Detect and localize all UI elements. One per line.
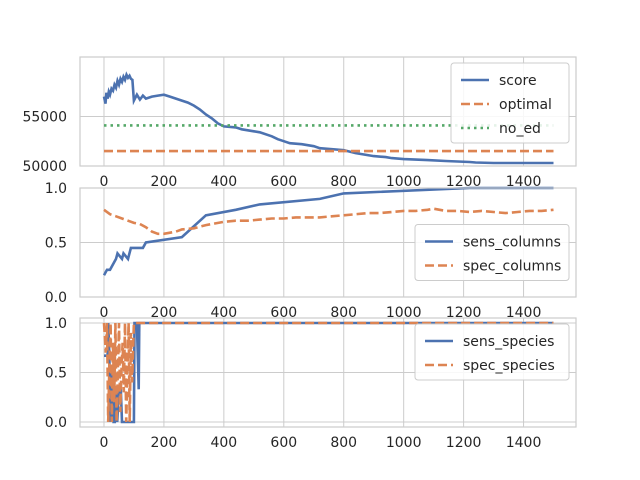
x-tick-label: 1000 (386, 174, 422, 190)
series-line-spec_columns (103, 207, 554, 236)
legend-box (414, 224, 570, 281)
x-tick-label: 800 (330, 174, 357, 190)
subplot-3: 0 200 400 600 800 1000 1200 1400 0.0 0.5 1.0 sens_s… (45, 316, 577, 451)
axes-frame (79, 317, 577, 428)
x-tick-label: 1400 (506, 435, 542, 451)
axes-frame (79, 56, 577, 167)
x-tick-label: 600 (270, 174, 297, 190)
x-tick-label: 400 (210, 305, 237, 321)
legend-label-score: score (499, 73, 537, 89)
x-tick-label: 1000 (386, 305, 422, 321)
x-tick-label: 0 (100, 435, 109, 451)
y-tick-label: 0.0 (45, 415, 67, 431)
legend-label-no_ed: no_ed (499, 121, 541, 137)
x-tick-label: 1200 (446, 174, 482, 190)
x-tick-label: 800 (330, 305, 357, 321)
x-tick-label: 200 (151, 174, 178, 190)
subplot-1: 0 200 400 600 800 1000 1200 1400 50000 55000 score… (22, 56, 577, 190)
x-tick-label: 1200 (446, 305, 482, 321)
y-tick-label: 55000 (22, 109, 67, 125)
legend: sens_columns spec_columns (414, 224, 570, 281)
x-tick-label: 600 (270, 435, 297, 451)
subplots: 0 200 400 600 800 1000 1200 1400 50000 55000 score… (22, 56, 577, 451)
y-tick-label: 50000 (22, 159, 67, 175)
y-tick-label: 1.0 (45, 181, 67, 197)
x-tick-label: 0 (100, 305, 109, 321)
legend-box (414, 323, 570, 381)
legend-label-spec_columns: spec_columns (463, 259, 561, 275)
subplot-2: 0 200 400 600 800 1000 1200 1400 0.0 0.5 1.0 sens_c… (45, 181, 577, 321)
x-tick-label: 1000 (386, 435, 422, 451)
axes-frame (79, 187, 577, 298)
x-tick-label: 0 (100, 174, 109, 190)
y-tick-label: 0.5 (45, 366, 67, 382)
x-tick-label: 200 (151, 435, 178, 451)
x-tick-label: 1400 (506, 305, 542, 321)
x-tick-label: 400 (210, 174, 237, 190)
x-tick-label: 400 (210, 435, 237, 451)
x-tick-label: 600 (270, 305, 297, 321)
series-line-sens_columns (102, 186, 554, 276)
y-tick-label: 0.5 (45, 236, 67, 252)
series-line-spec_species (102, 321, 554, 423)
legend: score optimal no_ed (450, 62, 570, 144)
x-tick-label: 800 (330, 435, 357, 451)
x-tick-label: 1400 (506, 174, 542, 190)
x-tick-label: 1200 (446, 435, 482, 451)
legend-label-sens_columns: sens_columns (463, 235, 561, 251)
y-tick-label: 1.0 (45, 316, 67, 332)
x-tick-label: 200 (151, 305, 178, 321)
y-tick-label: 0.0 (45, 290, 67, 306)
legend-label-spec_species: spec_species (463, 358, 555, 374)
legend-label-sens_species: sens_species (463, 334, 554, 350)
series-line-score (102, 71, 554, 165)
legend: sens_species spec_species (414, 323, 570, 381)
legend-box (450, 62, 570, 144)
legend-label-optimal: optimal (499, 97, 552, 113)
